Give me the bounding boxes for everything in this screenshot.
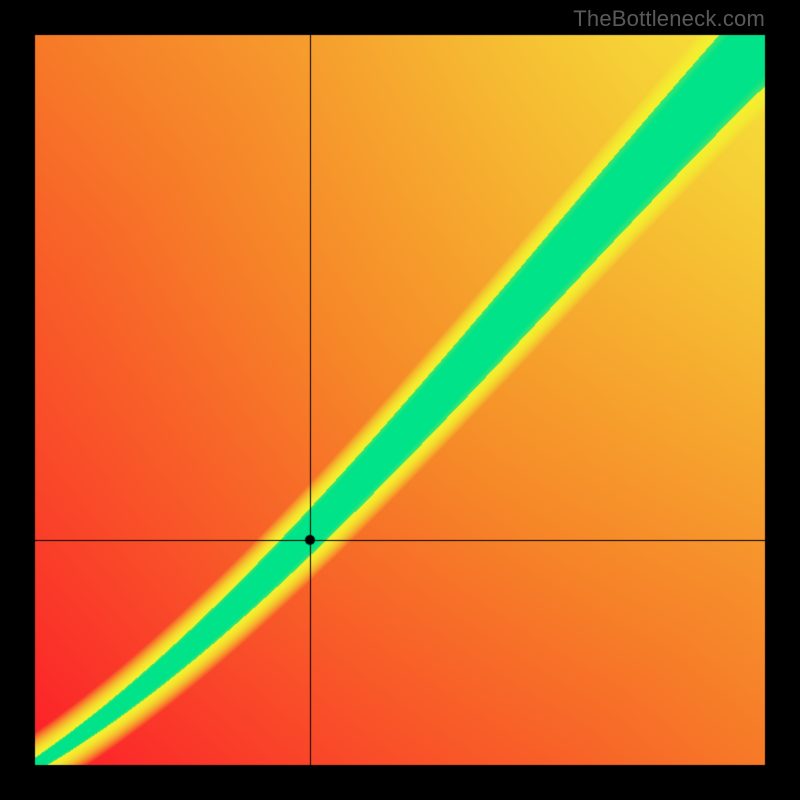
attribution-text: TheBottleneck.com: [573, 6, 765, 32]
chart-stage: TheBottleneck.com: [0, 0, 800, 800]
bottleneck-heatmap-canvas: [0, 0, 800, 800]
